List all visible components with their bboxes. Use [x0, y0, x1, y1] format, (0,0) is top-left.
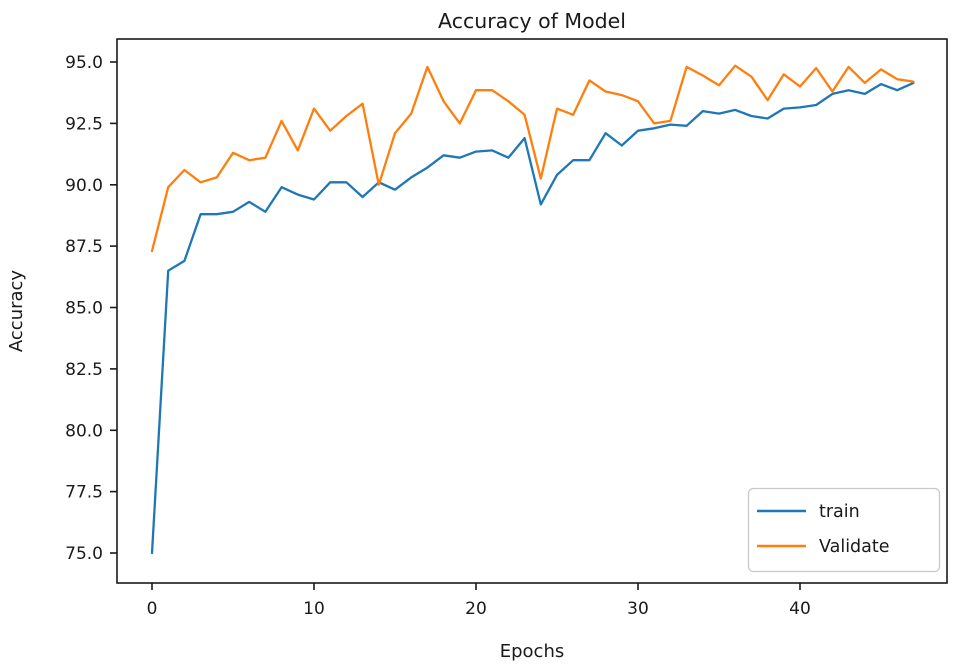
y-axis-ticks: 75.0 77.5 80.0 82.5 85.0 87.5 90.0 92.5 95.0: [65, 53, 117, 564]
plot-border: [116, 38, 948, 584]
y-tick-label: 90.0: [65, 176, 103, 196]
legend: train Validate: [747, 487, 941, 573]
x-tick-label: 40: [789, 599, 811, 619]
y-tick-label: 82.5: [65, 360, 103, 380]
y-tick-label: 87.5: [65, 237, 103, 257]
y-tick-label: 77.5: [65, 483, 103, 503]
legend-box: [747, 487, 941, 573]
y-tick-label: 92.5: [65, 114, 103, 134]
x-axis-ticks: 0 10 20 30 40: [147, 583, 811, 619]
legend-label-train: train: [819, 502, 860, 522]
x-tick-label: 30: [627, 599, 649, 619]
chart-title: Accuracy of Model: [438, 9, 626, 33]
y-tick-label: 80.0: [65, 421, 103, 441]
y-tick-label: 95.0: [65, 53, 103, 73]
y-axis-label: Accuracy: [6, 270, 27, 353]
line-train: [150, 81, 915, 555]
x-tick-label: 10: [303, 599, 325, 619]
x-tick-label: 0: [147, 599, 158, 619]
legend-label-validate: Validate: [819, 537, 890, 557]
x-tick-label: 20: [465, 599, 487, 619]
x-axis-label: Epochs: [500, 641, 565, 662]
y-tick-label: 75.0: [65, 544, 103, 564]
plot-lines: [150, 64, 915, 555]
y-tick-label: 85.0: [65, 299, 103, 319]
line-validate: [150, 64, 915, 253]
